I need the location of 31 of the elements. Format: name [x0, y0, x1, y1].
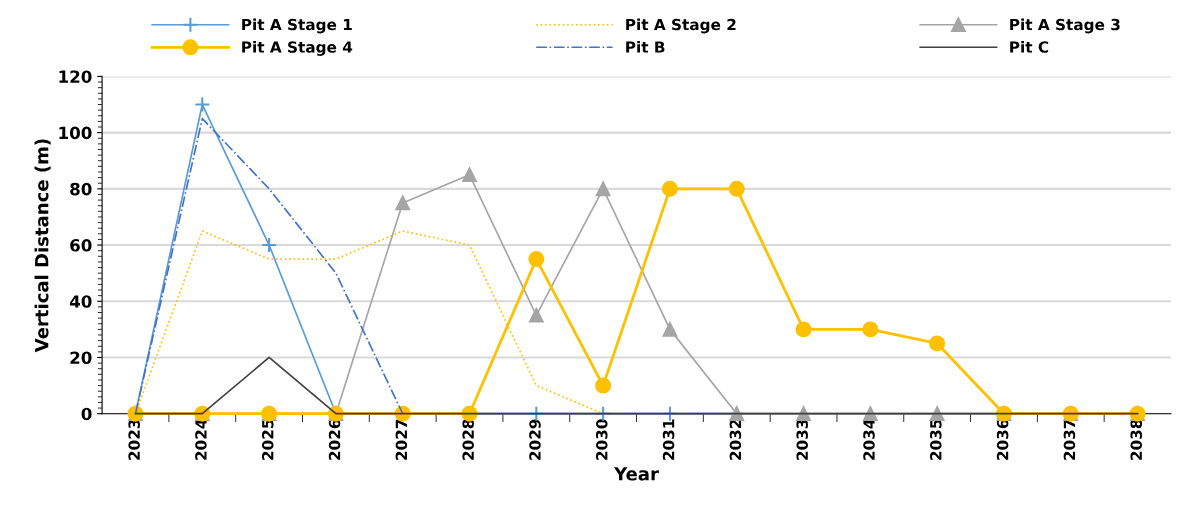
legend-label: Pit A Stage 3 — [1010, 18, 1120, 34]
x-tick-label: 2029 — [529, 419, 541, 460]
y-tick-label: 40 — [69, 295, 92, 308]
y-tick-label: 0 — [81, 407, 92, 421]
y-axis-title: Vertical Distance (m) — [34, 139, 51, 353]
x-tick-label: 2028 — [462, 419, 474, 460]
x-tick-label: 2030 — [596, 419, 608, 460]
legend-label: Pit A Stage 2 — [626, 18, 736, 34]
legend-label: Pit B — [626, 41, 665, 53]
x-tick-label: 2027 — [395, 419, 408, 460]
y-tick-label: 60 — [70, 239, 92, 252]
x-tick-label: 2033 — [796, 419, 808, 460]
x-tick-label: 2032 — [729, 419, 742, 460]
x-tick-label: 2025 — [261, 419, 274, 460]
y-tick-label: 20 — [70, 351, 92, 365]
x-axis-title: Year — [613, 467, 659, 481]
x-tick-label: 2023 — [128, 419, 140, 460]
x-tick-label: 2035 — [930, 419, 942, 460]
legend-label: Pit A Stage 1 — [242, 18, 352, 34]
y-tick-label: 100 — [59, 126, 92, 140]
x-tick-label: 2037 — [1063, 419, 1076, 460]
x-tick-label: 2038 — [1130, 419, 1143, 460]
x-tick-label: 2026 — [328, 419, 341, 460]
legend-label: Pit C — [1010, 41, 1049, 53]
legend-label: Pit A Stage 4 — [242, 41, 353, 56]
x-tick-label: 2036 — [996, 419, 1009, 460]
y-tick-label: 120 — [59, 70, 92, 83]
x-tick-label: 2024 — [195, 419, 207, 460]
x-tick-label: 2034 — [863, 419, 875, 460]
x-tick-label: 2031 — [662, 419, 675, 460]
y-tick-label: 80 — [70, 182, 92, 196]
